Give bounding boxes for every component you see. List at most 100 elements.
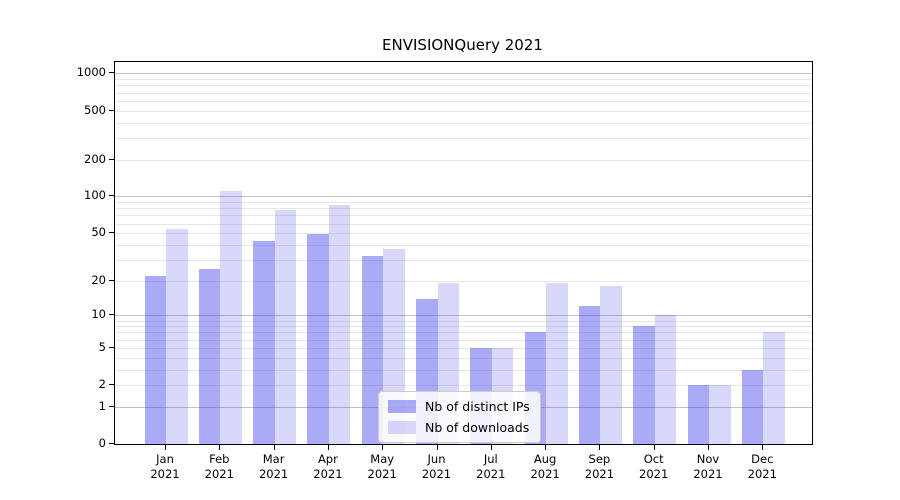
x-tick-month: Mar [262,452,285,466]
x-tick-mark [653,445,655,450]
y-tick-mark [109,279,114,281]
y-tick-mark [109,346,114,348]
bar-nov-distinct-ips [687,385,709,444]
gridline-minor [115,223,812,225]
bar-dec-downloads [763,332,785,444]
x-tick-year: 2021 [584,466,615,481]
x-tick-label-oct: Oct 2021 [626,452,682,481]
legend-item-distinct-ips: Nb of distinct IPs [388,399,530,414]
gridline-minor [115,215,812,217]
y-tick-label: 50 [91,225,106,240]
legend-item-downloads: Nb of downloads [388,420,530,435]
x-tick-year: 2021 [639,466,669,481]
x-tick-year: 2021 [313,466,343,481]
gridline-minor [115,244,812,246]
y-tick-mark [109,158,114,160]
gridline-minor [115,122,812,124]
x-tick-label-may: May 2021 [354,452,410,481]
gridline-minor [115,357,812,359]
x-tick-year: 2021 [747,466,777,481]
x-tick-label-nov: Nov 2021 [680,452,736,481]
gridline-minor [115,259,812,261]
gridline-minor [115,347,812,349]
x-tick-label-dec: Dec 2021 [734,452,790,481]
gridline-minor [115,159,812,161]
bar-nov-downloads [709,385,731,444]
x-tick-mark [762,445,764,450]
gridline-minor [115,326,812,328]
x-tick-month: Sep [588,452,611,466]
x-tick-label-jul: Jul 2021 [463,452,519,481]
bar-jan-distinct-ips [144,275,166,444]
gridline-major [115,315,812,317]
plot-area: Nb of distinct IPs Nb of downloads [114,61,813,445]
gridline-major [115,73,812,75]
legend-swatch-distinct-ips [388,400,416,413]
x-tick-year: 2021 [476,466,506,481]
y-tick-label: 0 [98,436,106,450]
x-tick-month: Jun [427,452,446,466]
gridline-minor [115,339,812,341]
x-tick-month: Nov [696,452,720,466]
gridline-minor [115,332,812,334]
y-tick-label: 5 [98,339,106,354]
x-tick-mark [327,445,329,450]
gridline-minor [115,369,812,371]
gridline-minor [115,233,812,235]
bar-feb-downloads [220,191,242,444]
x-tick-year: 2021 [693,466,723,481]
y-tick-mark [109,443,114,444]
x-tick-mark [219,445,221,450]
y-tick-label: 500 [84,102,106,117]
bar-aug-downloads [546,283,568,444]
x-tick-year: 2021 [367,466,397,481]
x-tick-month: Jul [483,452,498,466]
x-tick-month: Jan [156,452,174,466]
y-tick-mark [109,195,114,197]
y-tick-mark [109,232,114,234]
chart-title: ENVISIONQuery 2021 [382,36,543,54]
x-tick-year: 2021 [530,466,560,481]
x-tick-year: 2021 [150,466,180,481]
y-tick-label: 1000 [76,65,106,80]
y-tick-label: 200 [84,151,106,166]
y-tick-mark [109,384,114,386]
x-tick-mark [165,445,166,450]
y-tick-mark [109,405,114,407]
x-tick-year: 2021 [421,466,452,481]
bar-mar-downloads [274,209,297,444]
x-tick-label-jan: Jan 2021 [137,452,193,481]
x-tick-label-jun: Jun 2021 [409,452,465,481]
x-tick-mark [708,445,709,450]
legend-label-downloads: Nb of downloads [425,420,530,435]
bar-feb-distinct-ips [198,269,221,444]
x-tick-month: Oct [643,452,664,466]
x-tick-month: May [370,452,395,466]
gridline-minor [115,280,812,282]
bar-dec-distinct-ips [741,369,764,444]
y-tick-label: 100 [84,188,106,203]
gridline-major [115,196,812,198]
legend-label-distinct-ips: Nb of distinct IPs [425,399,530,414]
gridline-minor [115,137,812,139]
x-tick-mark [490,445,492,450]
bar-sep-distinct-ips [578,306,601,444]
x-tick-month: Feb [209,452,230,466]
bar-may-distinct-ips [361,256,384,444]
bar-sep-downloads [600,286,622,444]
legend: Nb of distinct IPs Nb of downloads [378,391,541,443]
gridline-minor [115,202,812,204]
gridline-minor [115,208,812,210]
x-tick-mark [599,445,601,450]
gridline-minor [115,92,812,94]
gridline-minor [115,385,812,387]
gridline-minor [115,100,812,102]
x-tick-month: Aug [533,452,557,466]
x-tick-mark [545,445,547,450]
bar-mar-distinct-ips [253,241,275,444]
x-tick-label-sep: Sep 2021 [571,452,627,481]
gridline-minor [115,320,812,322]
x-tick-mark [273,445,275,450]
x-tick-year: 2021 [204,466,234,481]
